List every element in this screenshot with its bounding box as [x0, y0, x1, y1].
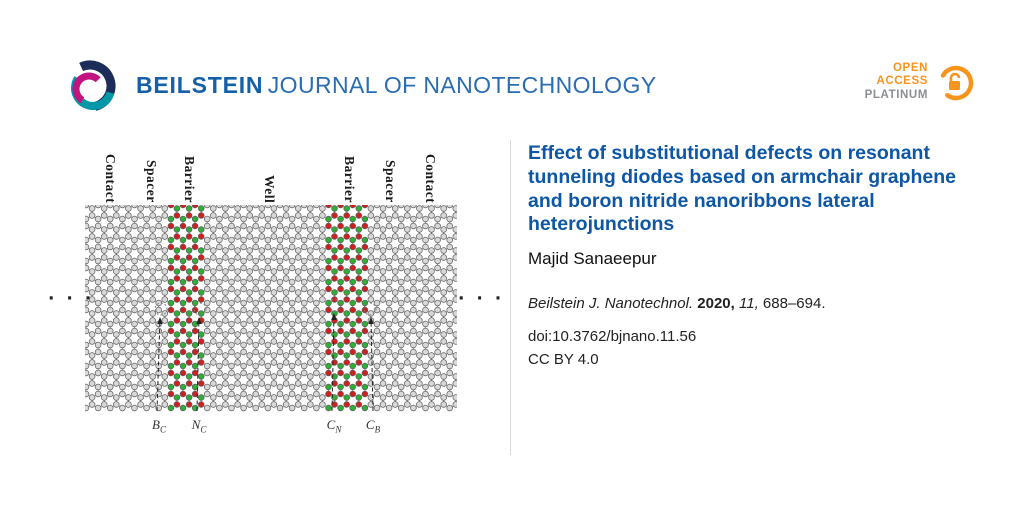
article-author: Majid Sanaeepur — [528, 249, 657, 269]
region-label-barrier-right: Barrier — [342, 156, 357, 203]
open-access-badge: OPEN ACCESS PLATINUM — [865, 62, 976, 102]
article-citation: Beilstein J. Nanotechnol. 2020, 11, 688–… — [528, 295, 990, 312]
open-access-line1: OPEN — [893, 62, 928, 75]
open-access-lock-icon — [938, 65, 974, 101]
nanoribbon-lattice — [85, 205, 457, 412]
citation-year: 2020, — [697, 295, 735, 313]
right-ellipsis: · · · — [458, 289, 505, 309]
left-ellipsis: · · · — [48, 289, 95, 309]
defect-label-cb: CB — [365, 417, 381, 435]
defect-label-bc: BC — [152, 417, 166, 435]
article-license: CC BY 4.0 — [528, 351, 599, 369]
defect-label-nc: NC — [191, 417, 207, 435]
journal-name-rest: JOURNAL OF NANOTECHNOLOGY — [267, 72, 657, 98]
region-label-well: Well — [262, 174, 277, 203]
device-structure-figure: Contact Spacer Barrier Well Barrier Spac… — [40, 133, 510, 445]
beilstein-logo — [56, 52, 126, 122]
open-access-text: OPEN ACCESS PLATINUM — [865, 62, 928, 102]
region-label-barrier-left: Barrier — [182, 156, 197, 203]
citation-journal: Beilstein J. Nanotechnol. — [528, 295, 694, 313]
vertical-divider — [510, 140, 511, 455]
beilstein-logo-swirl — [64, 60, 116, 112]
citation-volume: 11, — [739, 295, 759, 313]
region-label-spacer-left: Spacer — [144, 160, 159, 203]
citation-pages: 688–694. — [762, 295, 826, 313]
region-label-contact-left: Contact — [103, 153, 118, 203]
open-access-line2: ACCESS — [876, 75, 928, 88]
journal-name: BEILSTEIN JOURNAL OF NANOTECHNOLOGY — [136, 72, 656, 99]
open-access-line3: PLATINUM — [864, 88, 928, 101]
defect-label-cn: CN — [326, 417, 342, 435]
article-title[interactable]: Effect of substitutional defects on reso… — [528, 142, 956, 236]
region-label-spacer-right: Spacer — [383, 160, 398, 203]
article-info: Effect of substitutional defects on reso… — [528, 142, 990, 368]
region-label-contact-right: Contact — [423, 153, 438, 203]
region-labels: Contact Spacer Barrier Well Barrier Spac… — [40, 133, 510, 205]
article-doi[interactable]: doi:10.3762/bjnano.11.56 — [528, 328, 697, 346]
journal-name-beilstein: BEILSTEIN — [136, 72, 264, 98]
